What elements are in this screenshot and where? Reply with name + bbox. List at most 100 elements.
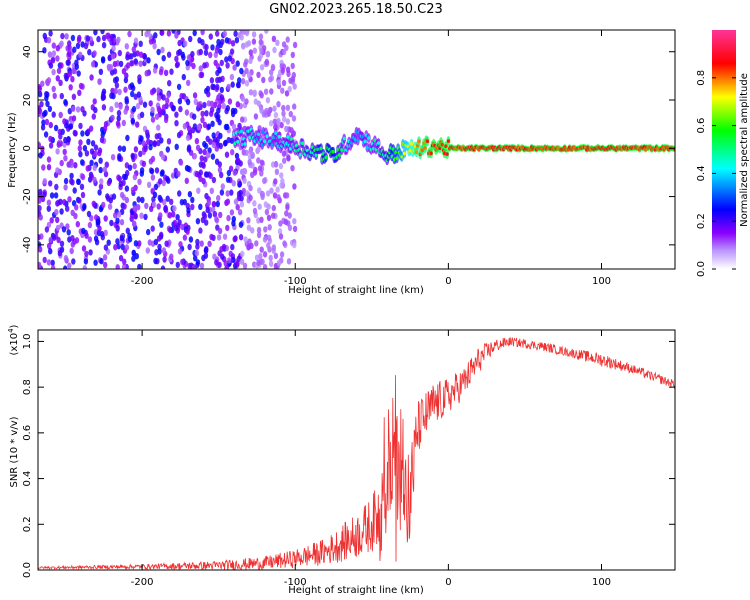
noise-blob	[241, 43, 246, 50]
noise-blob	[158, 196, 163, 203]
x-tick-label: 0	[445, 577, 451, 588]
noise-blob	[135, 50, 140, 57]
noise-blob	[129, 53, 134, 60]
noise-blob	[229, 73, 235, 81]
noise-blob	[75, 221, 81, 228]
noise-blob	[145, 129, 150, 136]
noise-blob	[38, 261, 42, 269]
noise-blob	[225, 190, 230, 197]
noise-blob	[185, 134, 191, 141]
noise-blob	[186, 146, 192, 153]
noise-blob	[209, 187, 214, 194]
noise-blob	[226, 83, 231, 91]
noise-blob	[268, 254, 273, 262]
noise-blob	[241, 149, 246, 156]
noise-blob	[38, 152, 43, 159]
signal-point	[402, 151, 406, 156]
noise-blob	[46, 156, 52, 163]
noise-blob	[135, 121, 140, 128]
noise-blob	[223, 260, 228, 267]
noise-blob	[125, 227, 130, 234]
snr-frame	[37, 329, 676, 571]
noise-blob	[285, 104, 291, 112]
noise-blob	[81, 245, 87, 252]
noise-blob	[290, 51, 295, 59]
noise-blob	[210, 120, 215, 128]
noise-blob	[259, 92, 264, 99]
noise-blob	[140, 196, 145, 204]
noise-blob	[139, 111, 145, 119]
noise-blob	[233, 30, 238, 37]
noise-blob	[86, 138, 91, 145]
colorbar-tick-label: 0.8	[696, 70, 707, 86]
noise-blob	[117, 145, 123, 152]
noise-blob	[156, 48, 161, 56]
noise-blob	[104, 161, 110, 168]
noise-blob	[154, 113, 160, 120]
noise-blob	[232, 64, 237, 71]
noise-blob	[92, 164, 97, 171]
noise-blob	[178, 159, 184, 166]
noise-blob	[43, 109, 48, 117]
noise-blob	[77, 89, 82, 97]
noise-blob	[119, 219, 125, 226]
noise-blob	[66, 161, 71, 168]
noise-blob	[109, 33, 115, 41]
noise-blob	[174, 120, 179, 127]
noise-blob	[146, 228, 151, 236]
noise-blob	[285, 118, 291, 125]
noise-blob	[187, 243, 192, 251]
noise-blob	[73, 212, 78, 220]
signal-point	[256, 132, 261, 137]
noise-blob	[38, 234, 41, 241]
noise-blob	[59, 208, 64, 215]
noise-blob	[112, 77, 118, 84]
noise-blob	[274, 168, 280, 175]
noise-blob	[77, 145, 83, 152]
noise-blob	[284, 192, 290, 199]
noise-blob	[280, 87, 285, 94]
noise-blob	[38, 214, 43, 221]
noise-blob	[174, 55, 179, 63]
noise-blob	[261, 76, 266, 84]
noise-blob	[222, 30, 227, 37]
noise-blob	[54, 208, 59, 216]
noise-blob	[284, 210, 289, 217]
noise-blob	[142, 101, 148, 108]
noise-blob	[198, 169, 203, 176]
noise-blob	[116, 36, 121, 43]
noise-blob	[217, 227, 223, 235]
noise-blob	[44, 95, 49, 102]
y-tick-label: 0.4	[22, 471, 33, 487]
noise-blob	[92, 98, 97, 105]
signal-point	[263, 139, 267, 143]
noise-blob	[219, 94, 225, 101]
noise-blob	[158, 178, 163, 185]
noise-blob	[214, 216, 219, 223]
noise-blob	[262, 177, 267, 185]
noise-blob	[45, 100, 50, 108]
signal-point	[337, 153, 341, 157]
noise-blob	[191, 264, 196, 269]
noise-blob	[177, 219, 182, 226]
noise-blob	[269, 69, 274, 76]
noise-blob	[256, 100, 262, 107]
noise-blob	[162, 256, 167, 263]
noise-blob	[63, 184, 68, 191]
x-tick-label: -200	[131, 577, 154, 588]
noise-blob	[206, 123, 212, 130]
noise-blob	[227, 257, 232, 264]
noise-blob	[202, 101, 207, 109]
noise-blob	[209, 110, 214, 117]
noise-blob	[75, 42, 81, 49]
noise-blob	[124, 196, 130, 204]
noise-blob	[178, 105, 183, 113]
noise-blob	[184, 177, 189, 184]
noise-blob	[207, 240, 212, 247]
noise-blob	[71, 67, 76, 75]
noise-blob	[276, 260, 282, 267]
y-tick-label: 0	[22, 145, 33, 151]
noise-blob	[124, 72, 129, 79]
noise-blob	[63, 255, 69, 262]
